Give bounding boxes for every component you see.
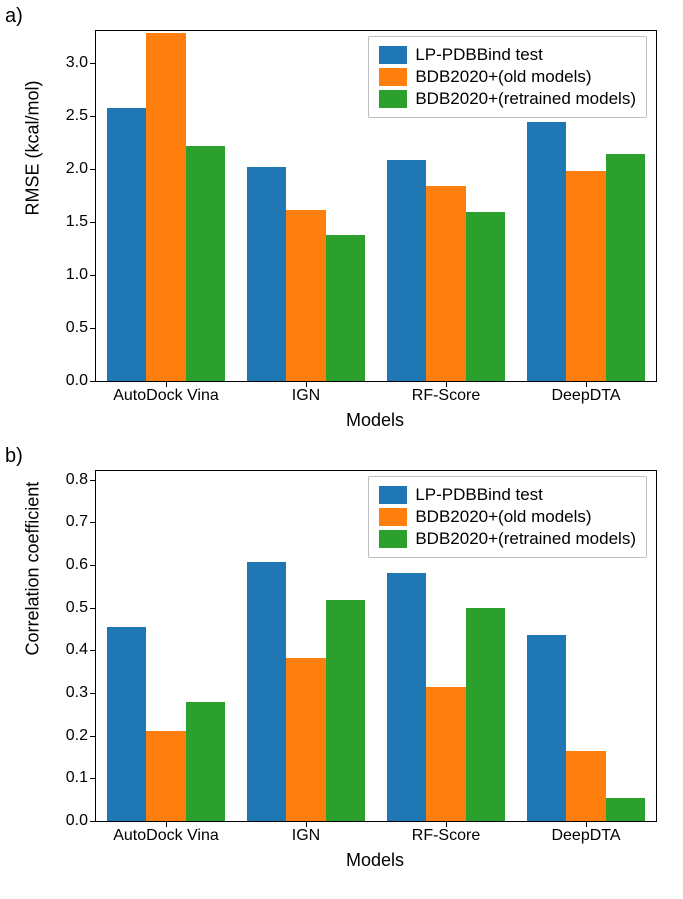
legend-item: BDB2020+(old models)	[379, 507, 636, 527]
legend-swatch	[379, 46, 407, 64]
panel_b-xlabel: Models	[95, 850, 655, 871]
ytick-label: 1.5	[66, 213, 96, 231]
panel_b-legend: LP-PDBBind testBDB2020+(old models)BDB20…	[368, 476, 647, 558]
legend-swatch	[379, 508, 407, 526]
ytick-label: 0.3	[66, 684, 96, 702]
bar	[426, 687, 465, 821]
bar	[326, 600, 365, 821]
bar	[146, 731, 185, 821]
xtick-label: AutoDock Vina	[113, 381, 219, 405]
panel_b-ylabel: Correlation coefficient	[23, 636, 44, 656]
ytick-label: 0.5	[66, 319, 96, 337]
bar	[466, 212, 505, 381]
bar	[247, 167, 286, 381]
bar	[326, 235, 365, 381]
bar	[286, 658, 325, 821]
bar	[566, 751, 605, 821]
bar	[286, 210, 325, 381]
legend-item: BDB2020+(retrained models)	[379, 529, 636, 549]
legend-swatch	[379, 90, 407, 108]
ytick-label: 2.0	[66, 160, 96, 178]
ytick-label: 0.2	[66, 727, 96, 745]
bar	[606, 154, 645, 381]
xtick-label: RF-Score	[412, 821, 480, 845]
bar	[527, 122, 566, 381]
ytick-label: 0.8	[66, 471, 96, 489]
xtick-label: AutoDock Vina	[113, 821, 219, 845]
bar	[566, 171, 605, 381]
panel_a-legend: LP-PDBBind testBDB2020+(old models)BDB20…	[368, 36, 647, 118]
bar	[606, 798, 645, 821]
legend-label: BDB2020+(old models)	[415, 507, 591, 527]
ytick-label: 0.0	[66, 372, 96, 390]
legend-label: BDB2020+(retrained models)	[415, 89, 636, 109]
bar	[107, 627, 146, 821]
bar	[466, 608, 505, 821]
panel_a-xlabel: Models	[95, 410, 655, 431]
bar	[107, 108, 146, 381]
ytick-label: 0.4	[66, 641, 96, 659]
bar	[426, 186, 465, 381]
xtick-label: IGN	[292, 821, 320, 845]
ytick-label: 2.5	[66, 107, 96, 125]
xtick-label: RF-Score	[412, 381, 480, 405]
legend-label: BDB2020+(retrained models)	[415, 529, 636, 549]
bar	[186, 146, 225, 381]
bar	[387, 160, 426, 381]
legend-item: BDB2020+(retrained models)	[379, 89, 636, 109]
xtick-label: IGN	[292, 381, 320, 405]
legend-item: LP-PDBBind test	[379, 485, 636, 505]
bar	[387, 573, 426, 821]
ytick-label: 3.0	[66, 54, 96, 72]
bar	[186, 702, 225, 821]
bar	[146, 33, 185, 381]
legend-item: LP-PDBBind test	[379, 45, 636, 65]
panel_b-label: b)	[5, 445, 23, 468]
xtick-label: DeepDTA	[551, 821, 620, 845]
ytick-label: 0.0	[66, 812, 96, 830]
ytick-label: 0.1	[66, 769, 96, 787]
legend-item: BDB2020+(old models)	[379, 67, 636, 87]
legend-swatch	[379, 486, 407, 504]
legend-label: LP-PDBBind test	[415, 485, 543, 505]
legend-label: BDB2020+(old models)	[415, 67, 591, 87]
legend-swatch	[379, 68, 407, 86]
bar	[247, 562, 286, 822]
legend-swatch	[379, 530, 407, 548]
panel_a-label: a)	[5, 5, 23, 28]
legend-label: LP-PDBBind test	[415, 45, 543, 65]
xtick-label: DeepDTA	[551, 381, 620, 405]
bar	[527, 635, 566, 821]
ytick-label: 1.0	[66, 266, 96, 284]
ytick-label: 0.7	[66, 513, 96, 531]
ytick-label: 0.6	[66, 556, 96, 574]
ytick-label: 0.5	[66, 599, 96, 617]
panel_a-ylabel: RMSE (kcal/mol)	[23, 196, 44, 216]
